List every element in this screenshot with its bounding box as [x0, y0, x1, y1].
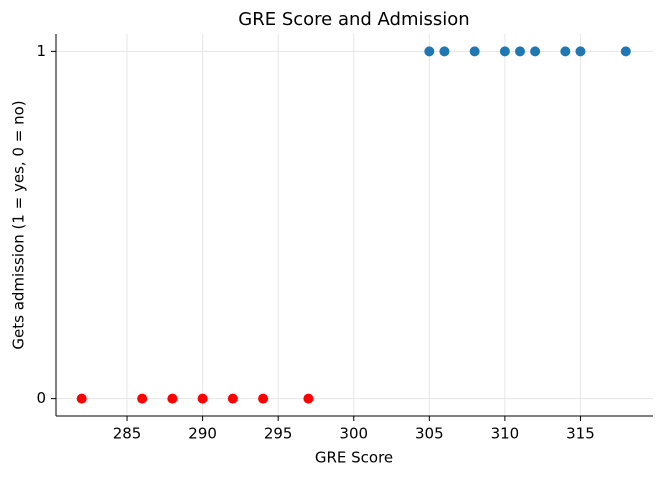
point [439, 46, 450, 57]
x-axis-label: GRE Score [315, 449, 393, 467]
x-tick-label: 310 [491, 425, 520, 443]
x-tick-label: 285 [113, 425, 142, 443]
x-tick-label: 315 [566, 425, 595, 443]
x-tick-label: 300 [339, 425, 368, 443]
point [137, 393, 148, 404]
point [469, 46, 480, 57]
point [530, 46, 541, 57]
point [514, 46, 525, 57]
x-tick-label: 290 [188, 425, 217, 443]
point [167, 393, 178, 404]
y-axis-label: Gets admission (1 = yes, 0 = no) [10, 100, 28, 349]
x-tick-label: 305 [415, 425, 444, 443]
y-tick-label: 0 [36, 389, 46, 407]
point [303, 393, 314, 404]
point [197, 393, 208, 404]
point [76, 393, 87, 404]
point [560, 46, 571, 57]
point [620, 46, 631, 57]
y-tick-label: 1 [36, 42, 46, 60]
point [227, 393, 238, 404]
point [575, 46, 586, 57]
point [424, 46, 435, 57]
x-tick-label: 295 [264, 425, 293, 443]
chart-title: GRE Score and Admission [238, 9, 469, 30]
point [499, 46, 510, 57]
point [258, 393, 269, 404]
